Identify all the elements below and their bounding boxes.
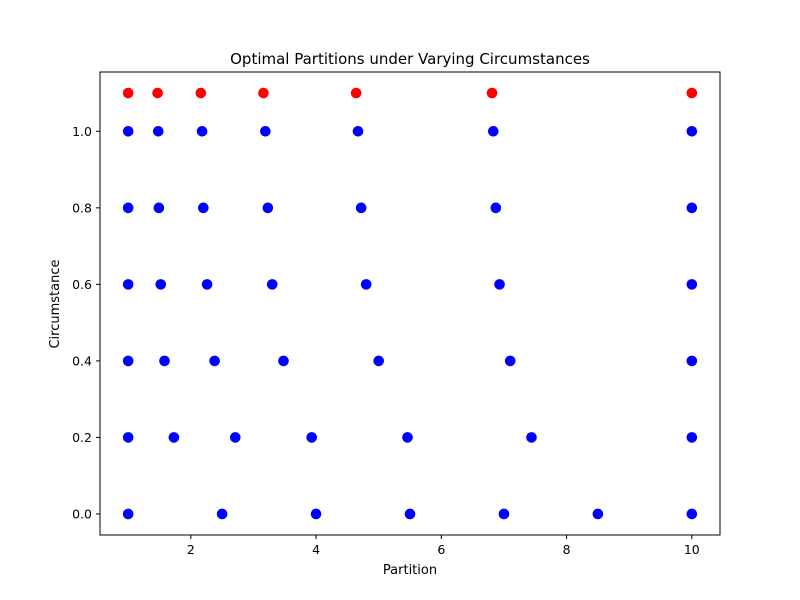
data-point xyxy=(168,432,180,443)
data-point xyxy=(260,126,271,137)
chart-title: Optimal Partitions under Varying Circums… xyxy=(230,50,590,68)
data-point xyxy=(310,508,322,520)
data-point xyxy=(526,432,537,443)
y-tick-label: 1.0 xyxy=(72,124,92,139)
data-point xyxy=(686,355,698,367)
data-point xyxy=(490,202,502,214)
x-tick-label: 2 xyxy=(187,542,195,557)
data-point xyxy=(122,508,134,520)
data-point xyxy=(122,202,134,214)
x-axis: 2 4 6 8 10 xyxy=(187,535,700,557)
x-axis-label: Partition xyxy=(383,563,437,578)
data-point xyxy=(278,355,289,367)
data-point xyxy=(153,202,165,214)
x-tick-label: 10 xyxy=(684,542,700,557)
x-tick-label: 6 xyxy=(437,542,445,557)
data-point xyxy=(266,279,278,290)
data-point xyxy=(152,87,163,99)
data-point xyxy=(262,202,274,214)
y-tick-label: 0.8 xyxy=(72,200,92,215)
data-point xyxy=(122,279,134,290)
data-point xyxy=(504,355,516,367)
data-point xyxy=(122,126,134,137)
data-point xyxy=(350,87,362,99)
data-point xyxy=(155,279,167,290)
data-point xyxy=(686,87,698,99)
data-point xyxy=(355,202,367,214)
y-tick-label: 0.6 xyxy=(72,277,92,292)
data-point xyxy=(360,279,372,290)
data-point xyxy=(373,355,384,367)
y-axis-label: Circumstance xyxy=(48,259,63,348)
data-point xyxy=(402,432,413,443)
plot-frame xyxy=(99,71,721,536)
data-point xyxy=(686,279,698,290)
data-point xyxy=(196,126,208,137)
data-point xyxy=(229,432,241,443)
data-point xyxy=(198,202,209,214)
data-point xyxy=(152,126,164,137)
data-point xyxy=(404,508,416,520)
data-point xyxy=(487,126,499,137)
data-point xyxy=(195,87,207,99)
data-point xyxy=(498,508,510,520)
data-point xyxy=(686,432,698,443)
data-point xyxy=(486,87,498,99)
y-tick-label: 0.2 xyxy=(72,430,92,445)
data-point xyxy=(352,126,364,137)
data-points xyxy=(122,87,698,520)
y-tick-label: 0.0 xyxy=(72,506,92,521)
data-point xyxy=(122,432,134,443)
data-point xyxy=(686,508,698,520)
data-point xyxy=(494,279,505,290)
data-point xyxy=(686,126,698,137)
data-point xyxy=(306,432,317,443)
data-point xyxy=(592,508,604,520)
data-point xyxy=(122,355,134,367)
data-point xyxy=(122,87,134,99)
data-point xyxy=(159,355,170,367)
data-point xyxy=(258,87,269,99)
x-tick-label: 8 xyxy=(563,542,571,557)
data-point xyxy=(209,355,220,367)
data-point xyxy=(216,508,228,520)
y-axis: 0.0 0.2 0.4 0.6 0.8 1.0 xyxy=(72,124,100,521)
data-point xyxy=(201,279,213,290)
y-tick-label: 0.4 xyxy=(72,353,92,368)
data-point xyxy=(686,202,698,214)
plot-area: 2 4 6 8 10 0.0 0.2 0.4 0.6 0.8 1.0 xyxy=(72,71,721,557)
x-tick-label: 4 xyxy=(312,542,320,557)
